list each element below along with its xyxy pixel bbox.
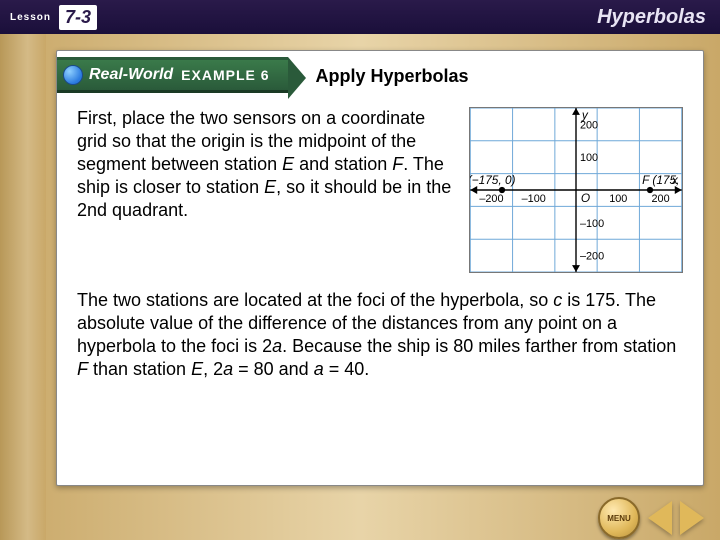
prev-button[interactable] bbox=[648, 501, 672, 535]
next-button[interactable] bbox=[680, 501, 704, 535]
example-ribbon: Real-World EXAMPLE 6 bbox=[56, 57, 288, 93]
coordinate-graph: –200–100100200–200–100100200xyOE (−175, … bbox=[469, 107, 683, 273]
svg-text:E (−175, 0): E (−175, 0) bbox=[470, 173, 516, 187]
nav-bar: MENU bbox=[46, 496, 720, 540]
slide-frame: Lesson 7-3 Hyperbolas Real-World EXAMPLE… bbox=[0, 0, 720, 540]
example-header: Real-World EXAMPLE 6 Apply Hyperbolas bbox=[57, 51, 703, 95]
svg-text:–100: –100 bbox=[580, 218, 604, 230]
paragraph-2: The two stations are located at the foci… bbox=[77, 289, 683, 381]
lesson-indicator: Lesson 7-3 bbox=[10, 5, 97, 30]
top-bar: Lesson 7-3 Hyperbolas bbox=[0, 0, 720, 34]
svg-text:–200: –200 bbox=[580, 251, 604, 263]
svg-text:200: 200 bbox=[652, 193, 670, 205]
svg-text:O: O bbox=[581, 191, 590, 205]
example-number: EXAMPLE 6 bbox=[181, 67, 269, 83]
svg-text:100: 100 bbox=[609, 193, 627, 205]
content-panel: Real-World EXAMPLE 6 Apply Hyperbolas Fi… bbox=[56, 50, 704, 486]
menu-button[interactable]: MENU bbox=[598, 497, 640, 539]
realworld-label: Real-World bbox=[89, 66, 173, 84]
svg-text:100: 100 bbox=[580, 152, 598, 164]
chapter-title: Hyperbolas bbox=[597, 6, 706, 29]
left-margin-strip bbox=[0, 34, 46, 540]
example-title: Apply Hyperbolas bbox=[316, 66, 469, 87]
lesson-number: 7-3 bbox=[59, 5, 97, 30]
svg-text:–200: –200 bbox=[479, 193, 503, 205]
body: First, place the two sensors on a coordi… bbox=[57, 95, 703, 391]
svg-text:F (175, 0): F (175, 0) bbox=[642, 173, 682, 187]
svg-text:y: y bbox=[581, 108, 589, 122]
globe-icon bbox=[63, 65, 83, 85]
menu-button-label: MENU bbox=[607, 514, 631, 523]
lesson-label: Lesson bbox=[10, 12, 51, 23]
paragraph-1: First, place the two sensors on a coordi… bbox=[77, 107, 455, 222]
svg-text:–100: –100 bbox=[522, 193, 546, 205]
